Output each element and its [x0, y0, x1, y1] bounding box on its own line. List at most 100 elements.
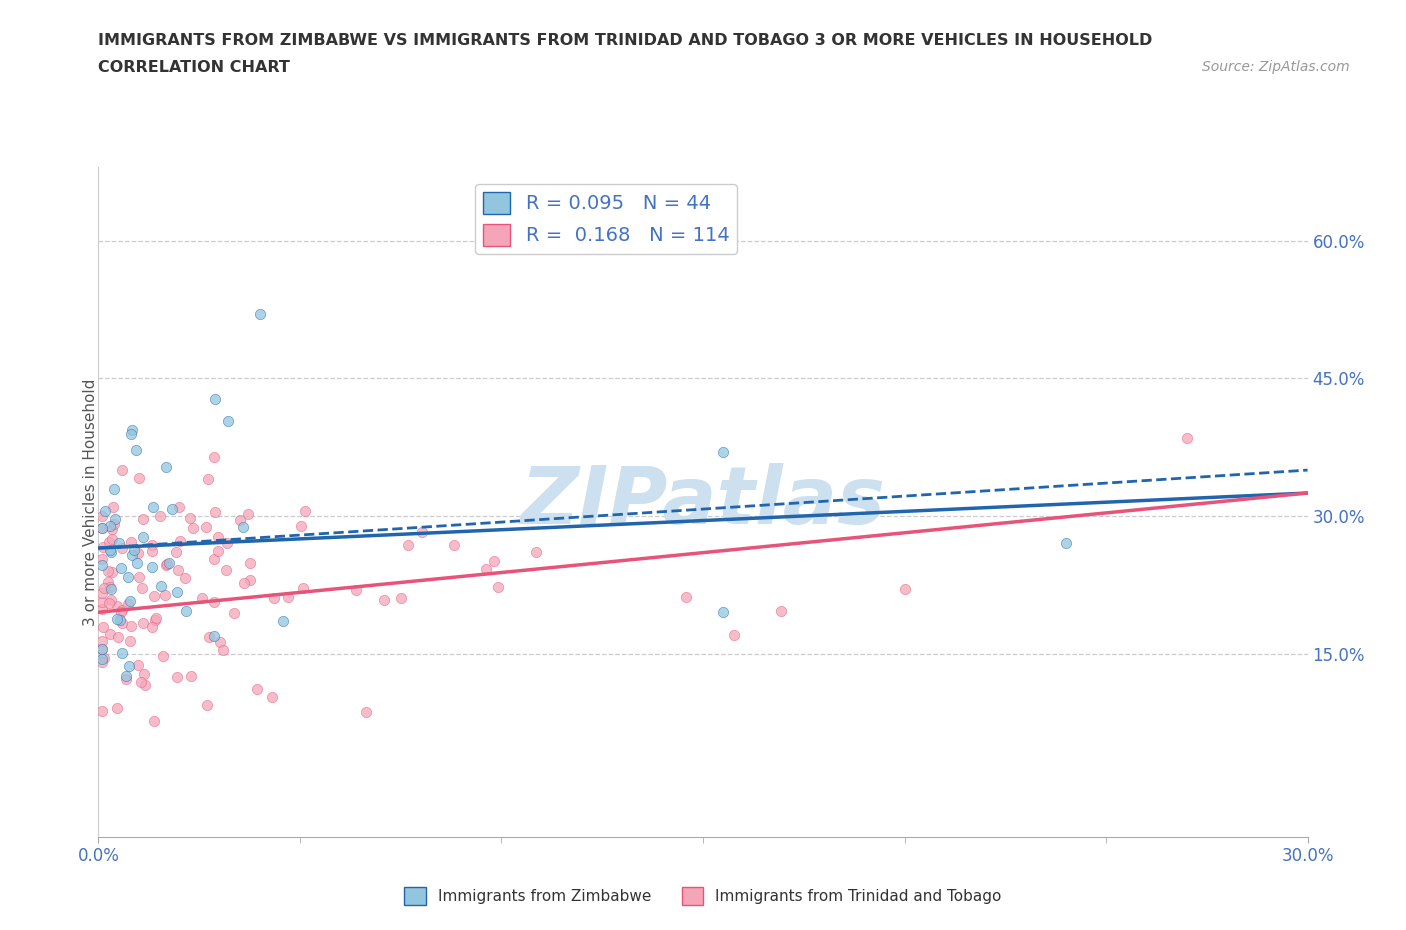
Point — [396, 538, 419, 552]
Point — [128, 569, 150, 584]
Legend: Immigrants from Zimbabwe, Immigrants from Trinidad and Tobago: Immigrants from Zimbabwe, Immigrants fro… — [398, 882, 1008, 911]
Point — [202, 551, 225, 566]
Point — [91, 655, 114, 670]
Point — [524, 545, 547, 560]
Point — [93, 580, 115, 595]
Point — [105, 612, 128, 627]
Point — [263, 591, 285, 605]
Point — [122, 542, 145, 557]
Point — [97, 535, 120, 550]
Point — [155, 459, 177, 474]
Text: ZIPatlas: ZIPatlas — [520, 463, 886, 541]
Point — [149, 509, 172, 524]
Point — [157, 555, 180, 570]
Point — [121, 422, 143, 437]
Point — [129, 674, 152, 689]
Point — [141, 544, 163, 559]
Point — [125, 556, 148, 571]
Point — [160, 501, 183, 516]
Point — [110, 604, 132, 619]
Point — [94, 504, 117, 519]
Point — [373, 592, 395, 607]
Point — [711, 445, 734, 459]
Point — [111, 616, 134, 631]
Point — [152, 649, 174, 664]
Point — [100, 593, 122, 608]
Point — [236, 507, 259, 522]
Point — [111, 541, 134, 556]
Point — [110, 645, 132, 660]
Point — [239, 555, 262, 570]
Point — [202, 449, 225, 464]
Point — [141, 560, 163, 575]
Point — [142, 499, 165, 514]
Point — [132, 529, 155, 544]
Point — [207, 530, 229, 545]
Point — [105, 599, 128, 614]
Point — [217, 536, 239, 551]
Point — [101, 522, 124, 537]
Point — [118, 593, 141, 608]
Point — [101, 499, 124, 514]
Point — [165, 544, 187, 559]
Point — [1175, 431, 1198, 445]
Point — [197, 472, 219, 486]
Point — [195, 698, 218, 712]
Point — [202, 594, 225, 609]
Point — [111, 462, 134, 477]
Point — [1054, 536, 1077, 551]
Point — [675, 590, 697, 604]
Point — [474, 562, 496, 577]
Point — [91, 509, 114, 524]
Point — [711, 604, 734, 619]
Point — [443, 538, 465, 553]
Point — [110, 613, 132, 628]
Point — [120, 618, 142, 633]
Point — [411, 525, 433, 539]
Point — [204, 628, 226, 643]
Text: IMMIGRANTS FROM ZIMBABWE VS IMMIGRANTS FROM TRINIDAD AND TOBAGO 3 OR MORE VEHICL: IMMIGRANTS FROM ZIMBABWE VS IMMIGRANTS F… — [98, 33, 1153, 47]
Point — [131, 581, 153, 596]
Point — [344, 583, 367, 598]
Point — [482, 553, 505, 568]
Point — [97, 596, 120, 611]
Point — [107, 536, 129, 551]
Point — [290, 519, 312, 534]
Point — [174, 570, 197, 585]
Legend: R = 0.095   N = 44, R =  0.168   N = 114: R = 0.095 N = 44, R = 0.168 N = 114 — [475, 184, 737, 254]
Point — [239, 573, 262, 588]
Point — [91, 642, 114, 657]
Point — [141, 619, 163, 634]
Point — [91, 642, 114, 657]
Point — [127, 658, 149, 672]
Point — [97, 575, 120, 590]
Point — [191, 591, 214, 605]
Point — [134, 678, 156, 693]
Point — [132, 512, 155, 526]
Text: Source: ZipAtlas.com: Source: ZipAtlas.com — [1202, 60, 1350, 74]
Point — [91, 620, 114, 635]
Point — [120, 634, 142, 649]
Point — [181, 521, 204, 536]
Point — [204, 392, 226, 406]
Point — [217, 413, 239, 428]
Point — [91, 520, 114, 535]
Point — [120, 535, 142, 550]
Point — [101, 531, 124, 546]
Point — [249, 307, 271, 322]
Point — [91, 557, 114, 572]
Point — [208, 634, 231, 649]
Point — [156, 556, 179, 571]
Point — [91, 633, 114, 648]
Point — [166, 670, 188, 684]
Point — [104, 512, 127, 526]
Point — [141, 538, 163, 552]
Point — [107, 701, 129, 716]
Point — [215, 563, 238, 578]
Point — [91, 539, 114, 554]
Point — [356, 705, 378, 720]
Point — [91, 601, 114, 616]
Point — [204, 504, 226, 519]
Point — [118, 658, 141, 673]
Point — [103, 517, 125, 532]
